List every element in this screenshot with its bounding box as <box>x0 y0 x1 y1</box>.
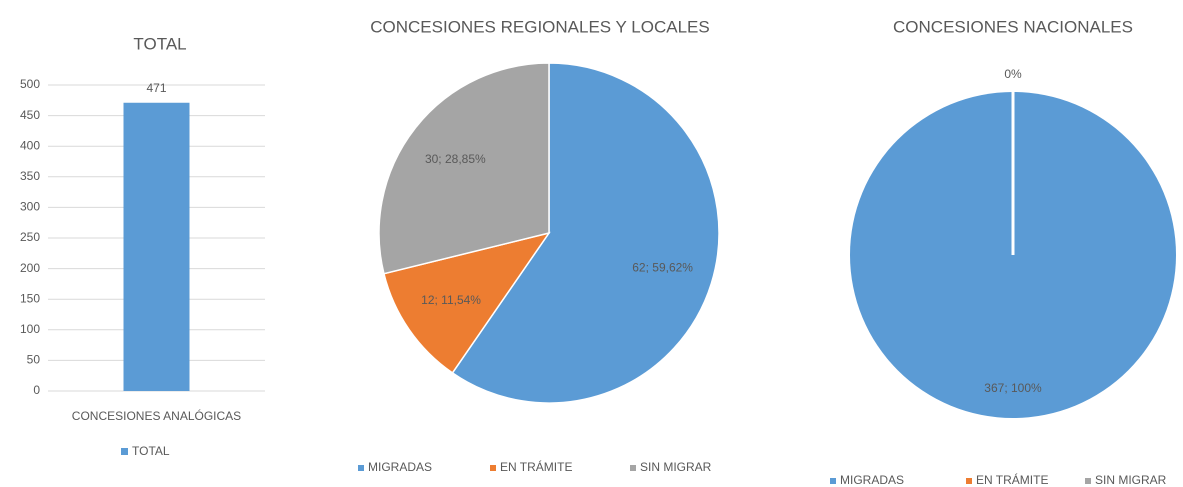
data-label: 12; 11,54% <box>421 293 481 307</box>
y-tick-label: 400 <box>20 138 40 152</box>
data-label: 30; 28,85% <box>425 152 486 166</box>
legend-swatch <box>490 465 496 471</box>
y-tick-label: 300 <box>20 200 40 214</box>
legend-label: SIN MIGRAR <box>1095 473 1167 487</box>
y-tick-label: 50 <box>27 353 41 367</box>
y-tick-label: 150 <box>20 291 40 305</box>
legend-label: MIGRADAS <box>368 460 432 474</box>
y-tick-label: 0 <box>33 383 40 397</box>
legend-swatch <box>630 465 636 471</box>
y-tick-label: 500 <box>20 77 40 91</box>
pie-slice <box>378 62 550 275</box>
legend-label: MIGRADAS <box>840 473 904 487</box>
legend-swatch <box>358 465 364 471</box>
chart-title: TOTAL <box>133 34 186 53</box>
x-tick-label: CONCESIONES ANALÓGICAS <box>72 408 241 423</box>
data-label: 62; 59,62% <box>632 261 693 275</box>
data-label: 471 <box>146 81 166 95</box>
legend-label: TOTAL <box>132 444 170 458</box>
chart-title: CONCESIONES NACIONALES <box>893 17 1133 36</box>
data-label: 367; 100% <box>984 381 1042 395</box>
legend-swatch <box>966 478 972 484</box>
legend-label: EN TRÁMITE <box>500 459 572 474</box>
legend-swatch <box>121 448 128 455</box>
data-label: 0% <box>1004 67 1022 81</box>
y-tick-label: 350 <box>20 169 40 183</box>
pie-slice <box>383 231 551 374</box>
chart-title: CONCESIONES REGIONALES Y LOCALES <box>370 17 710 36</box>
legend-swatch <box>1085 478 1091 484</box>
bar <box>123 102 190 392</box>
y-tick-label: 250 <box>20 230 40 244</box>
legend-swatch <box>830 478 836 484</box>
y-tick-label: 200 <box>20 261 40 275</box>
pie-slice <box>451 62 720 404</box>
y-tick-label: 100 <box>20 322 40 336</box>
y-tick-label: 450 <box>20 108 40 122</box>
legend-label: SIN MIGRAR <box>640 460 712 474</box>
legend-label: EN TRÁMITE <box>976 472 1048 487</box>
